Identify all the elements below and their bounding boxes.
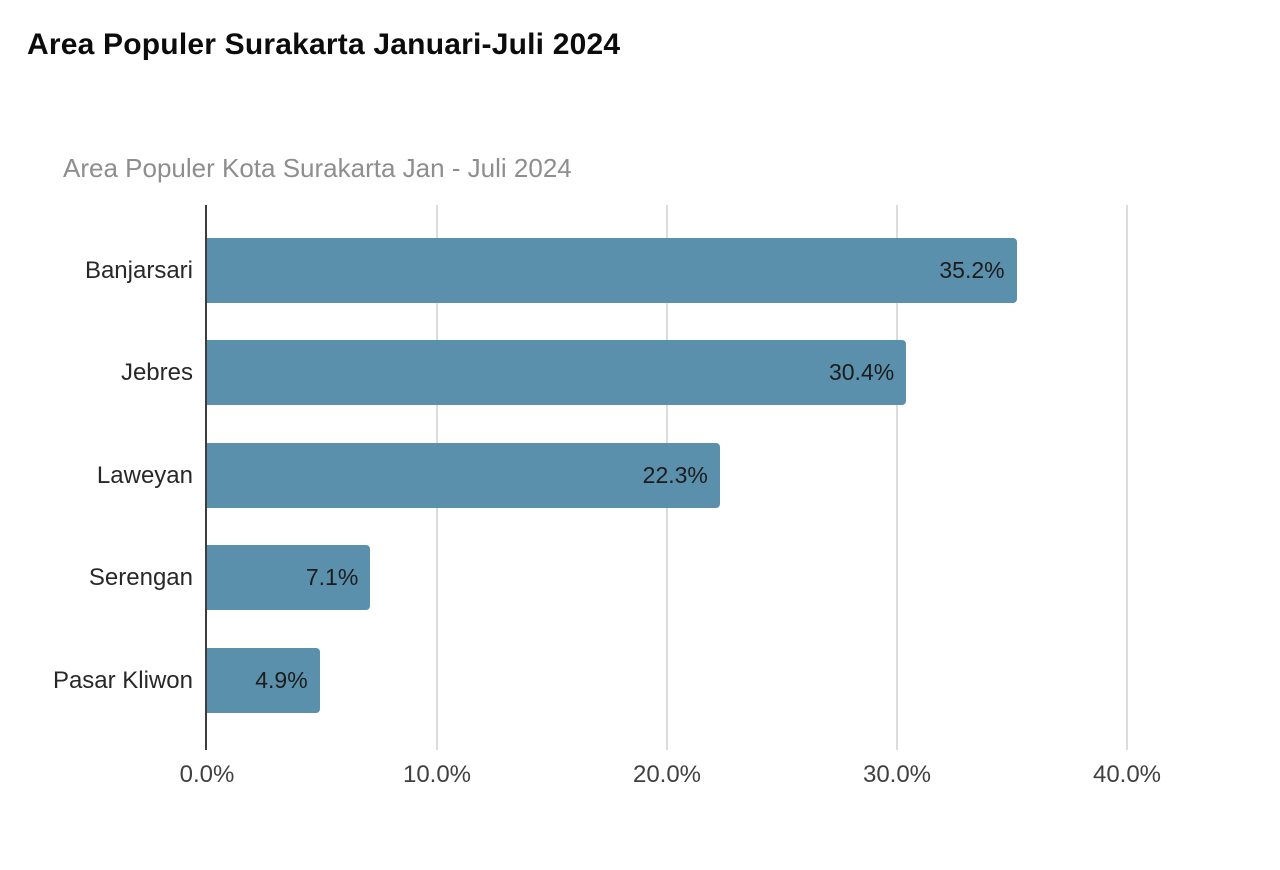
bar-jebres: 30.4%	[207, 340, 907, 405]
bar-pasar-kliwon: 4.9%	[207, 648, 320, 713]
page-title: Area Populer Surakarta Januari-Juli 2024	[27, 28, 621, 61]
bar-banjarsari: 35.2%	[207, 238, 1017, 303]
bar-value-label: 35.2%	[939, 257, 1005, 283]
x-axis-tick-label: 30.0%	[862, 761, 932, 788]
y-axis-line	[205, 205, 207, 750]
chart-title: Area Populer Kota Surakarta Jan - Juli 2…	[63, 153, 572, 183]
bar-value-label: 7.1%	[305, 564, 359, 590]
bar-value-label: 22.3%	[642, 462, 708, 488]
x-gridline	[896, 205, 898, 750]
bar-laweyan: 22.3%	[207, 443, 720, 508]
bar-serengan: 7.1%	[207, 545, 371, 610]
x-axis-tick-label: 0.0%	[179, 761, 235, 788]
bar-value-label: 30.4%	[828, 359, 895, 385]
category-label: Serengan	[88, 564, 193, 591]
category-label: Jebres	[120, 359, 193, 386]
category-label: Laweyan	[96, 462, 193, 489]
bar-value-label: 4.9%	[255, 667, 308, 693]
x-gridline	[1126, 205, 1128, 750]
x-axis-tick-label: 10.0%	[402, 761, 472, 788]
plot-area: 0.0% 10.0% 20.0% 30.0% 40.0% Banjarsari 35.2% J…	[53, 205, 1242, 788]
category-label: Banjarsari	[84, 257, 193, 284]
x-axis-tick-label: 20.0%	[632, 761, 702, 788]
x-axis-tick-label: 40.0%	[1092, 761, 1162, 788]
category-label: Pasar Kliwon	[52, 667, 193, 694]
